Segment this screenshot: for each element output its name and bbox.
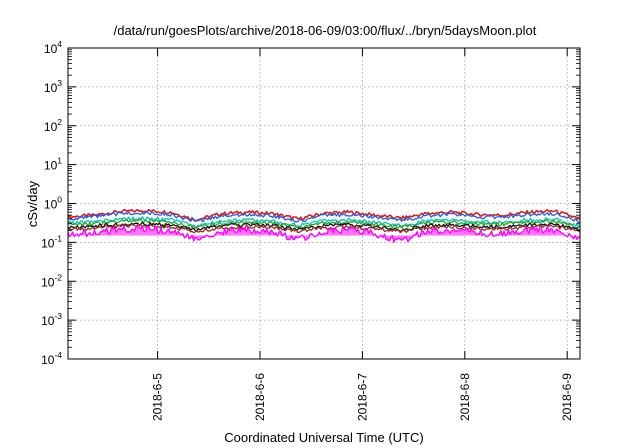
y-tick-base: 10 — [41, 275, 55, 289]
y-tick-label: 10-4 — [41, 350, 62, 367]
y-axis-label: cSv/day — [25, 180, 40, 227]
series-layer — [67, 208, 581, 243]
x-tick-label: 2018-6-9 — [560, 373, 574, 421]
y-tick-label: 102 — [44, 117, 62, 134]
x-axis-label: Coordinated Universal Time (UTC) — [224, 430, 423, 445]
y-tick-base: 10 — [41, 236, 55, 250]
y-tick-exponent: 1 — [57, 156, 62, 166]
x-tick-label: 2018-6-6 — [253, 373, 267, 421]
y-tick-label: 101 — [44, 156, 62, 173]
grid-lines — [68, 48, 580, 359]
series-line — [67, 210, 581, 224]
series-line — [67, 216, 581, 228]
y-tick-exponent: -1 — [54, 233, 62, 243]
x-tick-label: 2018-6-8 — [458, 373, 472, 421]
y-tick-label: 104 — [44, 39, 62, 56]
y-tick-base: 10 — [44, 198, 58, 212]
y-tick-base: 10 — [44, 81, 58, 95]
series-line — [67, 223, 581, 234]
y-tick-exponent: 3 — [57, 78, 62, 88]
y-tick-exponent: 2 — [57, 117, 62, 127]
chart-title: /data/run/goesPlots/archive/2018-06-09/0… — [114, 23, 537, 38]
y-tick-base: 10 — [44, 159, 58, 173]
series-line — [67, 221, 581, 232]
y-tick-exponent: 0 — [57, 195, 62, 205]
y-tick-exponent: -3 — [54, 311, 62, 321]
y-tick-label: 10-1 — [41, 233, 62, 250]
y-tick-base: 10 — [41, 314, 55, 328]
y-tick-label: 10-2 — [41, 272, 62, 289]
y-tick-label: 100 — [44, 195, 62, 212]
y-tick-base: 10 — [41, 353, 55, 367]
series-line — [67, 208, 581, 222]
y-tick-exponent: 4 — [57, 39, 62, 49]
y-tick-base: 10 — [44, 42, 58, 56]
y-tick-label: 10-3 — [41, 311, 62, 328]
series-line — [67, 225, 581, 243]
x-axis: 2018-6-5 2018-6-6 2018-6-7 2018-6-8 2018-6-9 — [151, 48, 574, 421]
y-tick-label: 103 — [44, 78, 62, 95]
y-tick-base: 10 — [44, 120, 58, 134]
y-tick-exponent: -2 — [54, 272, 62, 282]
x-tick-label: 2018-6-5 — [151, 373, 165, 421]
series-line — [67, 218, 581, 229]
x-tick-label: 2018-6-7 — [355, 373, 369, 421]
y-tick-exponent: -4 — [54, 350, 62, 360]
